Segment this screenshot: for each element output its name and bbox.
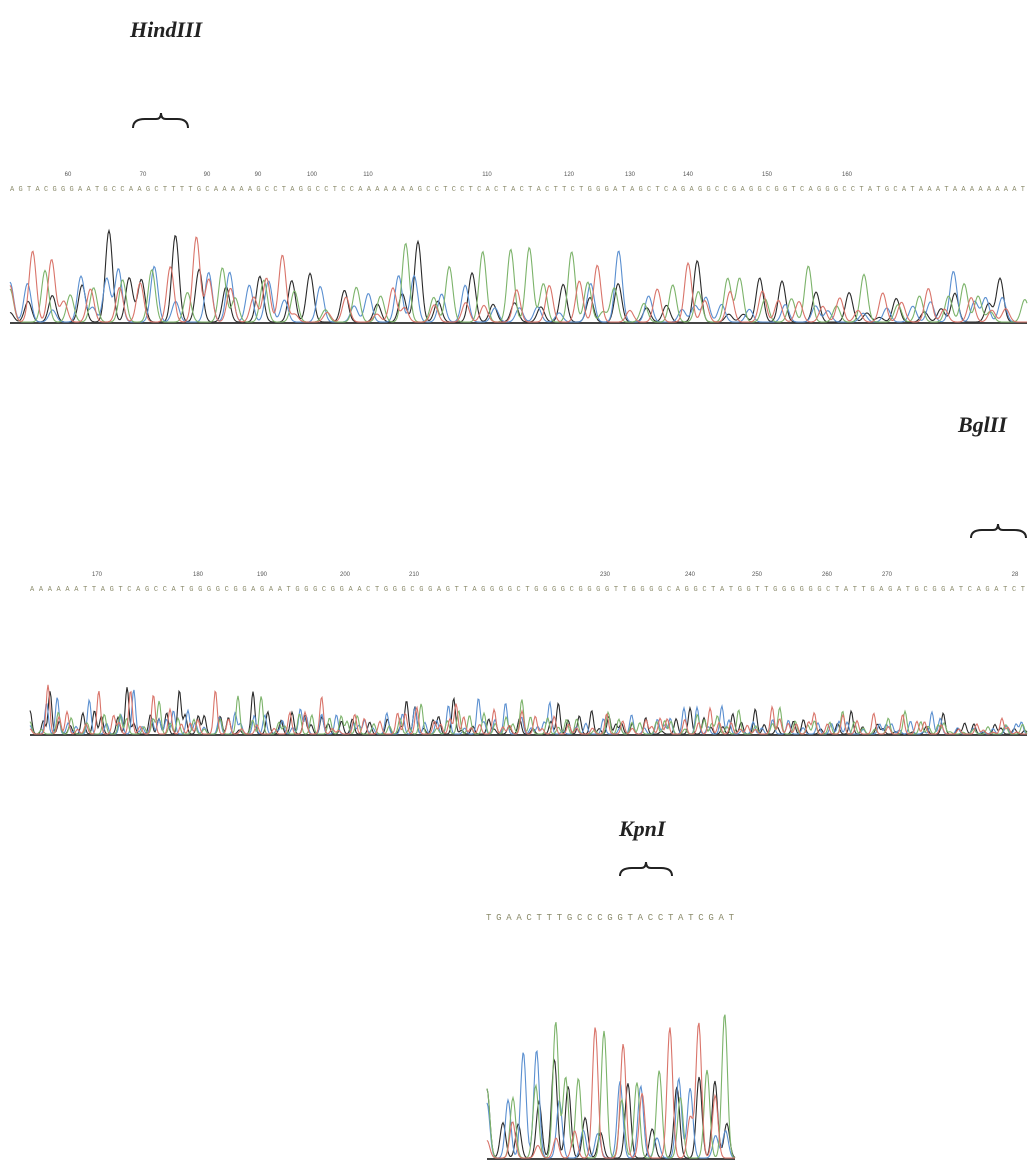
position-label: 110 (363, 172, 373, 178)
position-label: 190 (257, 572, 268, 578)
position-label: 70 (140, 172, 147, 178)
position-label: 240 (685, 572, 696, 578)
position-label: 170 (92, 572, 103, 578)
enzyme-label: HindIII (129, 17, 204, 42)
position-label: 120 (564, 172, 575, 178)
sequence: TGAACTTTGCCCGGTACCTATCGAT (486, 913, 735, 923)
trace (9, 236, 1027, 323)
sequence: AGTACGGGAATGCCAAGCTTTTGCAAAAAGCCTAGGCCTC… (10, 186, 1025, 194)
trace (29, 684, 1027, 735)
trace (9, 250, 1027, 323)
position-label: 90 (204, 172, 211, 178)
enzyme-label: KpnI (618, 816, 667, 841)
position-label: 130 (625, 172, 636, 178)
site-brace (970, 523, 1027, 539)
position-label: 150 (762, 172, 773, 178)
position-label: 110 (482, 172, 492, 178)
enzyme-label: BglII (957, 412, 1008, 437)
position-label: 90 (255, 172, 262, 178)
trace (486, 1057, 736, 1159)
position-label: 160 (842, 172, 853, 178)
sequence: AAAAAATTAGTCAGCCATGGGGCGGAGAATGGGCGGAACT… (30, 586, 1025, 594)
site-brace (132, 112, 189, 129)
position-label: 100 (307, 172, 318, 178)
trace (486, 1014, 736, 1159)
position-label: 260 (822, 572, 833, 578)
position-label: 230 (600, 572, 611, 578)
position-label: 180 (193, 572, 204, 578)
trace (486, 1022, 735, 1159)
position-label: 60 (65, 172, 72, 178)
site-brace (619, 861, 673, 877)
trace (486, 1049, 736, 1159)
position-label: 210 (409, 572, 420, 578)
position-label: 140 (683, 172, 694, 178)
position-label: 270 (882, 572, 893, 578)
position-label: 28 (1012, 572, 1019, 578)
position-label: 200 (340, 572, 351, 578)
position-label: 250 (752, 572, 763, 578)
